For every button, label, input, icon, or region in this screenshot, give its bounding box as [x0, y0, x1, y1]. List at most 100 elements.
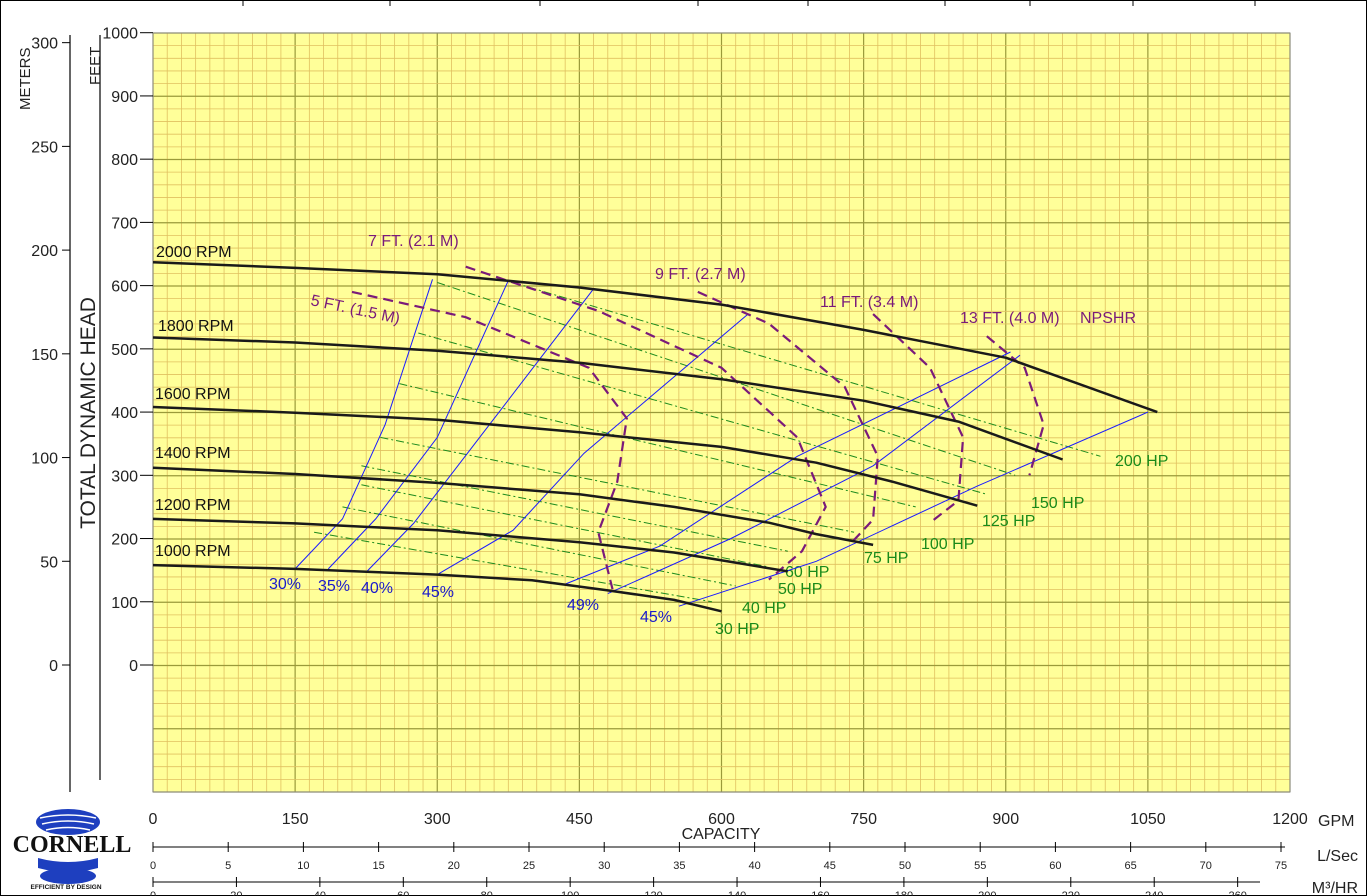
efficiency-curve	[678, 411, 1149, 607]
m3hr-tick-label: 140	[728, 890, 746, 896]
feet-tick-label: 300	[111, 468, 138, 485]
feet-tick-label: 500	[111, 342, 138, 359]
npshr-label: 11 FT. (3.4 M)	[820, 294, 918, 311]
lsec-tick-label: 55	[974, 860, 986, 872]
speed-label: 1600 RPM	[155, 386, 231, 403]
meters-tick-label: 250	[31, 139, 58, 156]
horsepower-label: 75 HP	[864, 550, 908, 567]
horsepower-label: 100 HP	[921, 536, 974, 553]
meters-tick-label: 100	[31, 451, 58, 468]
x-tick-label: 750	[850, 811, 877, 828]
horsepower-line	[342, 506, 736, 587]
x-tick-label: 150	[282, 811, 309, 828]
feet-tick-label: 100	[111, 595, 138, 612]
horsepower-label: 150 HP	[1031, 495, 1084, 512]
lsec-tick-label: 60	[1049, 860, 1061, 872]
horsepower-label: 40 HP	[742, 600, 786, 617]
x-tick-label: 450	[566, 811, 593, 828]
logo-stripe	[39, 814, 97, 819]
x-tick-label: 1200	[1272, 811, 1308, 828]
lsec-tick-label: 5	[225, 860, 231, 872]
efficiency-curve	[365, 288, 594, 573]
logo-stripe	[45, 826, 91, 831]
efficiency-label: 49%	[567, 597, 599, 614]
x-tick-label: 600	[708, 811, 735, 828]
lsec-unit-label: L/Sec	[1317, 848, 1358, 865]
efficiency-label: 30%	[269, 576, 301, 593]
lsec-tick-label: 50	[899, 860, 911, 872]
m3hr-tick-label: 100	[561, 890, 579, 896]
speed-curve	[152, 517, 789, 573]
meters-tick-label: 150	[31, 347, 58, 364]
lsec-tick-label: 25	[523, 860, 535, 872]
feet-tick-label: 400	[111, 405, 138, 422]
m3hr-tick-label: 20	[230, 890, 242, 896]
lsec-tick-label: 0	[150, 860, 156, 872]
feet-unit-label: FEET	[87, 47, 104, 85]
m3hr-tick-label: 120	[644, 890, 662, 896]
horsepower-label: 60 HP	[785, 564, 829, 581]
lsec-tick-label: 75	[1275, 860, 1287, 872]
horsepower-label: 125 HP	[982, 513, 1035, 530]
efficiency-label: 45%	[422, 584, 454, 601]
lsec-tick-label: 15	[372, 860, 384, 872]
meters-tick-label: 300	[31, 36, 58, 53]
m3hr-tick-label: 40	[314, 890, 326, 896]
horsepower-line	[512, 282, 1101, 457]
m3hr-tick-label: 60	[397, 890, 409, 896]
x-tick-label: 900	[992, 811, 1019, 828]
x-tick-label: 300	[424, 811, 451, 828]
efficiency-label: 45%	[640, 609, 672, 626]
y-axis-title: TOTAL DYNAMIC HEAD	[77, 297, 100, 529]
m3hr-tick-label: 160	[811, 890, 829, 896]
npshr-label: 9 FT. (2.7 M)	[655, 266, 746, 283]
npshr-label: 7 FT. (2.1 M)	[368, 233, 459, 250]
speed-label: 1400 RPM	[155, 445, 231, 462]
logo: CORNELL EFFICIENT BY DESIGN	[13, 809, 132, 891]
speed-label: 1000 RPM	[155, 543, 231, 560]
m3hr-tick-label: 220	[1062, 890, 1080, 896]
horsepower-label: 30 HP	[715, 621, 759, 638]
m3hr-tick-label: 180	[895, 890, 913, 896]
efficiency-label: 35%	[318, 578, 350, 595]
x-tick-label: 0	[149, 811, 158, 828]
lsec-tick-label: 10	[297, 860, 309, 872]
speed-label: 1200 RPM	[155, 497, 231, 514]
meters-tick-label: 200	[31, 243, 58, 260]
lsec-tick-label: 40	[748, 860, 760, 872]
npshr-title-label: NPSHR	[1080, 310, 1136, 327]
m3hr-tick-label: 0	[150, 890, 156, 896]
logo-wordmark: CORNELL	[13, 832, 132, 858]
npshr-curve	[697, 290, 879, 546]
speed-label: 2000 RPM	[156, 244, 232, 261]
speed-curve	[152, 405, 978, 507]
feet-tick-label: 1000	[102, 26, 138, 43]
logo-wave	[38, 858, 98, 872]
efficiency-curve	[327, 280, 509, 570]
grid	[152, 32, 1291, 793]
logo-oval-bottom	[40, 868, 96, 884]
m3hr-tick-label: 200	[978, 890, 996, 896]
x-tick-label: 1050	[1130, 811, 1166, 828]
feet-tick-label: 600	[111, 279, 138, 296]
efficiency-curve	[565, 351, 1011, 585]
m3hr-tick-label: 80	[481, 890, 493, 896]
lsec-tick-label: 70	[1200, 860, 1212, 872]
lsec-tick-label: 45	[824, 860, 836, 872]
m3hr-tick-label: 240	[1145, 890, 1163, 896]
lsec-tick-label: 65	[1124, 860, 1136, 872]
meters-tick-label: 0	[49, 658, 58, 675]
meters-unit-label: METERS	[17, 47, 34, 110]
horsepower-line	[314, 531, 713, 603]
feet-tick-label: 700	[111, 215, 138, 232]
efficiency-label: 40%	[361, 580, 393, 597]
lsec-tick-label: 20	[448, 860, 460, 872]
m3hr-unit-label: M³/HR	[1312, 880, 1358, 896]
x-axis-title: CAPACITY	[682, 826, 761, 843]
x-unit-label: GPM	[1318, 813, 1354, 830]
npshr-curve	[351, 290, 628, 590]
feet-tick-label: 200	[111, 532, 138, 549]
feet-tick-label: 800	[111, 152, 138, 169]
efficiency-curve	[607, 354, 1021, 595]
